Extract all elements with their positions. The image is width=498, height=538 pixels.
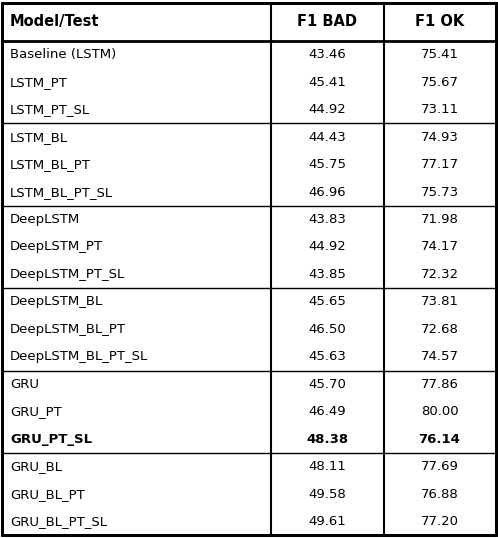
Text: GRU_BL_PT_SL: GRU_BL_PT_SL [10,515,107,528]
Text: F1 BAD: F1 BAD [297,15,358,30]
Text: 48.38: 48.38 [306,433,349,445]
Text: DeepLSTM_BL_PT: DeepLSTM_BL_PT [10,323,126,336]
Text: 80.00: 80.00 [421,405,458,418]
Text: 76.88: 76.88 [421,487,459,501]
Text: 45.41: 45.41 [308,76,346,89]
Text: GRU: GRU [10,378,39,391]
Text: LSTM_PT_SL: LSTM_PT_SL [10,103,90,116]
Text: GRU_BL: GRU_BL [10,460,62,473]
Text: DeepLSTM_PT_SL: DeepLSTM_PT_SL [10,268,125,281]
Text: 77.17: 77.17 [420,158,459,171]
Text: 77.69: 77.69 [421,460,459,473]
Text: DeepLSTM_PT: DeepLSTM_PT [10,240,103,253]
Text: 73.81: 73.81 [420,295,459,308]
Text: 75.67: 75.67 [420,76,459,89]
Text: 45.63: 45.63 [308,350,346,363]
Text: 75.73: 75.73 [420,186,459,199]
Text: 46.49: 46.49 [309,405,346,418]
Text: 76.14: 76.14 [419,433,461,445]
Text: LSTM_BL_PT: LSTM_BL_PT [10,158,91,171]
Text: 44.92: 44.92 [309,103,346,116]
Text: 77.20: 77.20 [420,515,459,528]
Text: LSTM_PT: LSTM_PT [10,76,68,89]
Text: 49.61: 49.61 [309,515,346,528]
Text: 74.17: 74.17 [420,240,459,253]
Text: Model/Test: Model/Test [10,15,100,30]
Text: DeepLSTM_BL: DeepLSTM_BL [10,295,103,308]
Text: 44.43: 44.43 [309,131,346,144]
Text: 43.83: 43.83 [308,213,346,226]
Text: 44.92: 44.92 [309,240,346,253]
Text: LSTM_BL_PT_SL: LSTM_BL_PT_SL [10,186,113,199]
Text: 73.11: 73.11 [420,103,459,116]
Text: 48.11: 48.11 [308,460,346,473]
Text: 46.96: 46.96 [309,186,346,199]
Text: 43.85: 43.85 [308,268,346,281]
Text: Baseline (LSTM): Baseline (LSTM) [10,48,116,61]
Text: 72.68: 72.68 [421,323,459,336]
Text: GRU_BL_PT: GRU_BL_PT [10,487,85,501]
Text: 46.50: 46.50 [309,323,346,336]
Text: 74.57: 74.57 [420,350,459,363]
Text: DeepLSTM: DeepLSTM [10,213,80,226]
Text: 71.98: 71.98 [421,213,459,226]
Text: 74.93: 74.93 [421,131,459,144]
Text: GRU_PT_SL: GRU_PT_SL [10,433,92,445]
Text: F1 OK: F1 OK [415,15,464,30]
Text: 77.86: 77.86 [421,378,459,391]
Text: GRU_PT: GRU_PT [10,405,62,418]
Text: 75.41: 75.41 [420,48,459,61]
Text: 45.65: 45.65 [308,295,346,308]
Text: LSTM_BL: LSTM_BL [10,131,68,144]
Text: 43.46: 43.46 [309,48,346,61]
Text: DeepLSTM_BL_PT_SL: DeepLSTM_BL_PT_SL [10,350,148,363]
Text: 45.70: 45.70 [308,378,346,391]
Text: 45.75: 45.75 [308,158,347,171]
Text: 49.58: 49.58 [309,487,346,501]
Text: 72.32: 72.32 [420,268,459,281]
